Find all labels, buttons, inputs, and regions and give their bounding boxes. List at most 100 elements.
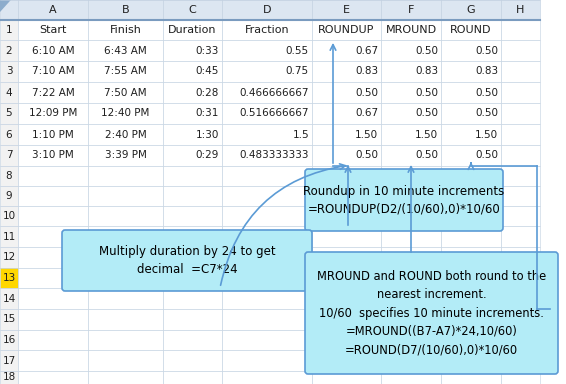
Text: D: D xyxy=(263,5,271,15)
Bar xyxy=(501,61,540,82)
Text: Duration: Duration xyxy=(168,25,217,35)
Bar xyxy=(88,145,163,166)
Bar xyxy=(312,20,381,40)
Text: 0:45: 0:45 xyxy=(196,66,219,76)
Text: 10: 10 xyxy=(2,211,15,221)
Bar xyxy=(88,247,163,268)
Bar xyxy=(0,350,18,371)
Polygon shape xyxy=(0,0,11,12)
Bar xyxy=(88,20,163,40)
Text: 0.50: 0.50 xyxy=(415,88,438,98)
Bar xyxy=(222,61,312,82)
Text: 0:33: 0:33 xyxy=(196,45,219,56)
Text: 3:39 PM: 3:39 PM xyxy=(105,151,147,161)
Bar xyxy=(18,82,88,103)
Text: 6:43 AM: 6:43 AM xyxy=(104,45,147,56)
Bar xyxy=(18,0,88,20)
Bar xyxy=(381,0,441,20)
Bar xyxy=(312,103,381,124)
Bar xyxy=(312,124,381,145)
Bar xyxy=(163,103,222,124)
Text: 0.483333333: 0.483333333 xyxy=(239,151,309,161)
Bar xyxy=(18,103,88,124)
Bar xyxy=(88,350,163,371)
Bar xyxy=(381,226,441,247)
Bar xyxy=(441,124,501,145)
Bar xyxy=(312,40,381,61)
Bar xyxy=(501,247,540,268)
Bar xyxy=(222,371,312,384)
Bar xyxy=(312,186,381,206)
Bar xyxy=(381,309,441,330)
Text: 4: 4 xyxy=(6,88,12,98)
Text: 16: 16 xyxy=(2,335,16,345)
Bar xyxy=(18,124,88,145)
Text: 0.55: 0.55 xyxy=(286,45,309,56)
Bar xyxy=(501,103,540,124)
Bar xyxy=(312,0,381,20)
Bar xyxy=(501,330,540,350)
Text: Fraction: Fraction xyxy=(245,25,289,35)
Text: 1.5: 1.5 xyxy=(293,129,309,139)
Bar xyxy=(0,20,18,40)
Bar xyxy=(441,20,501,40)
Text: G: G xyxy=(467,5,475,15)
Bar xyxy=(441,309,501,330)
FancyBboxPatch shape xyxy=(305,169,503,231)
Text: E: E xyxy=(343,5,350,15)
Bar xyxy=(312,288,381,309)
Bar xyxy=(441,268,501,288)
Bar xyxy=(0,61,18,82)
Bar xyxy=(222,20,312,40)
Bar xyxy=(18,145,88,166)
Bar xyxy=(0,206,18,226)
Text: 11: 11 xyxy=(2,232,16,242)
Bar xyxy=(163,124,222,145)
Bar xyxy=(312,82,381,103)
Bar xyxy=(312,166,381,186)
Text: 8: 8 xyxy=(6,171,12,181)
Bar xyxy=(441,40,501,61)
Bar xyxy=(381,268,441,288)
Bar xyxy=(441,350,501,371)
Text: ROUND: ROUND xyxy=(450,25,492,35)
Bar xyxy=(501,350,540,371)
Text: 5: 5 xyxy=(6,109,12,119)
Bar xyxy=(441,61,501,82)
Bar xyxy=(381,288,441,309)
FancyBboxPatch shape xyxy=(62,230,312,291)
Bar xyxy=(88,103,163,124)
Text: 7: 7 xyxy=(6,151,12,161)
Bar xyxy=(381,124,441,145)
Text: 1.50: 1.50 xyxy=(475,129,498,139)
Bar xyxy=(18,226,88,247)
Bar xyxy=(312,61,381,82)
Bar xyxy=(501,206,540,226)
Bar xyxy=(222,124,312,145)
Bar xyxy=(381,82,441,103)
Text: 3: 3 xyxy=(6,66,12,76)
Bar xyxy=(222,0,312,20)
Bar xyxy=(0,145,18,166)
Bar xyxy=(222,145,312,166)
Bar xyxy=(441,145,501,166)
Text: 7:50 AM: 7:50 AM xyxy=(104,88,147,98)
Bar xyxy=(381,206,441,226)
Bar xyxy=(501,166,540,186)
Bar xyxy=(501,82,540,103)
Bar xyxy=(88,309,163,330)
Bar xyxy=(501,40,540,61)
Bar xyxy=(163,226,222,247)
Text: A: A xyxy=(49,5,57,15)
Bar xyxy=(18,247,88,268)
Bar xyxy=(222,166,312,186)
Text: 1: 1 xyxy=(6,25,12,35)
Text: 1.50: 1.50 xyxy=(415,129,438,139)
Bar xyxy=(381,371,441,384)
Text: 0.67: 0.67 xyxy=(355,45,378,56)
Text: 6:10 AM: 6:10 AM xyxy=(32,45,74,56)
Bar xyxy=(163,82,222,103)
Text: 1:10 PM: 1:10 PM xyxy=(32,129,74,139)
Bar xyxy=(0,40,18,61)
Bar xyxy=(381,103,441,124)
